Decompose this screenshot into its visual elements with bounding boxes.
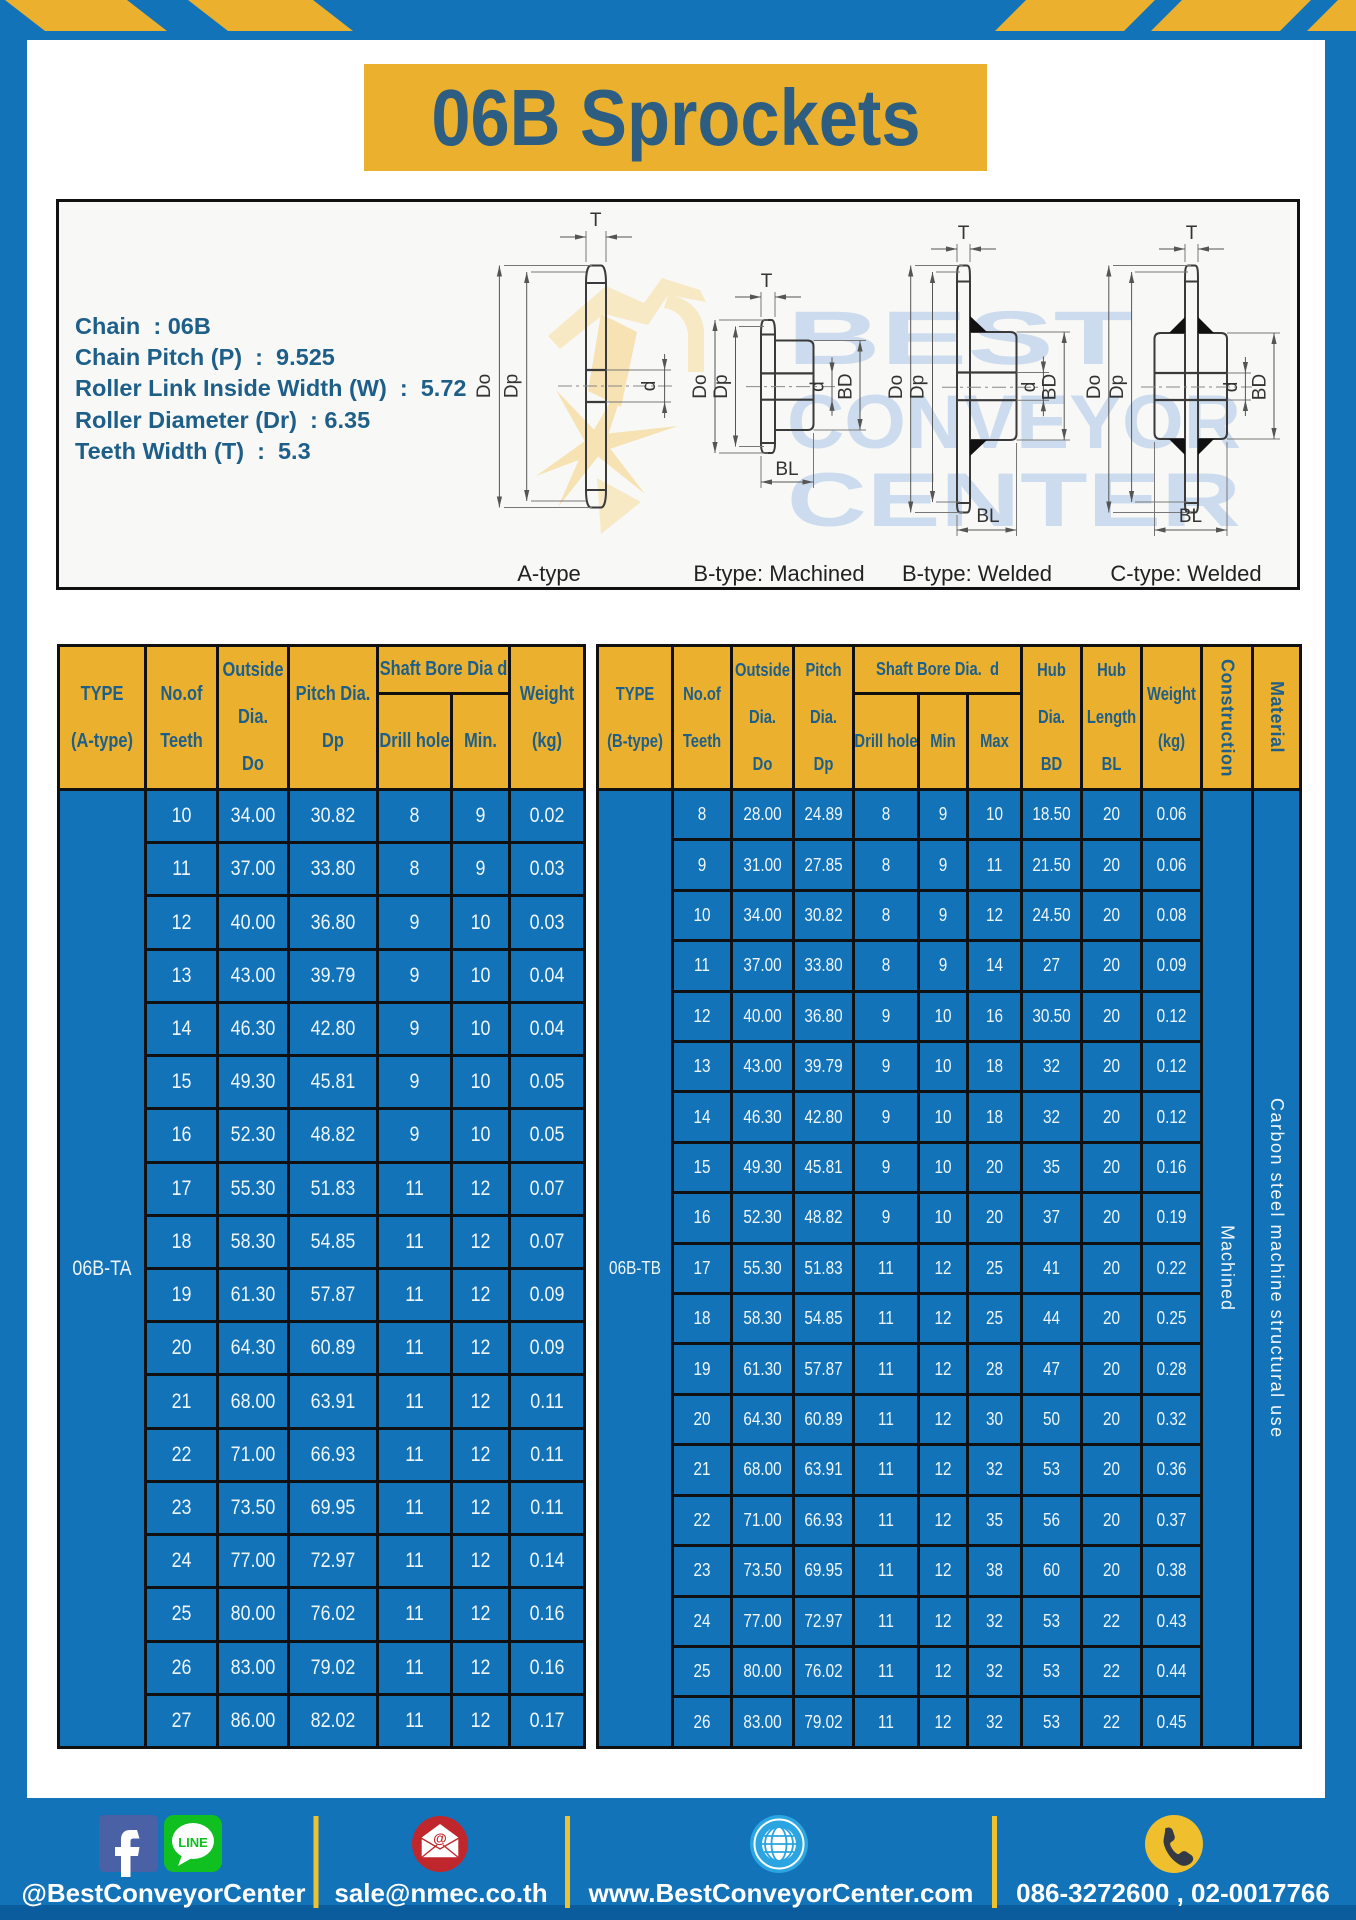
svg-text:BL: BL: [775, 459, 798, 480]
svg-text:BL: BL: [1179, 506, 1202, 527]
svg-text:Dp: Dp: [1107, 375, 1128, 399]
svg-text:d: d: [808, 381, 829, 392]
svg-text:Dp: Dp: [711, 374, 732, 398]
svg-text:CONVEYOR: CONVEYOR: [787, 380, 1241, 465]
svg-text:LINE: LINE: [178, 1835, 208, 1850]
svg-text:BEST: BEST: [787, 296, 1133, 381]
svg-text:@: @: [433, 1830, 447, 1846]
svg-text:BL: BL: [976, 506, 999, 527]
svg-text:d: d: [1019, 382, 1040, 393]
svg-text:T: T: [590, 210, 602, 231]
svg-text:Do: Do: [690, 374, 711, 398]
svg-text:T: T: [958, 223, 970, 244]
svg-text:Do: Do: [474, 374, 495, 398]
svg-text:T: T: [1186, 223, 1198, 244]
svg-text:Dp: Dp: [502, 374, 523, 398]
svg-text:C-type: Welded: C-type: Welded: [1110, 561, 1261, 586]
svg-text:d: d: [1221, 382, 1242, 393]
svg-text:BD: BD: [1250, 374, 1271, 400]
svg-text:B-type: Welded: B-type: Welded: [902, 561, 1052, 586]
svg-text:A-type: A-type: [517, 561, 581, 586]
svg-text:Do: Do: [886, 375, 907, 399]
svg-text:BD: BD: [1040, 374, 1061, 400]
svg-text:T: T: [761, 271, 773, 292]
svg-text:B-type: Machined: B-type: Machined: [693, 561, 864, 586]
svg-text:d: d: [639, 381, 660, 392]
svg-text:Do: Do: [1084, 375, 1105, 399]
svg-text:Dp: Dp: [908, 375, 929, 399]
svg-text:BD: BD: [836, 373, 857, 399]
